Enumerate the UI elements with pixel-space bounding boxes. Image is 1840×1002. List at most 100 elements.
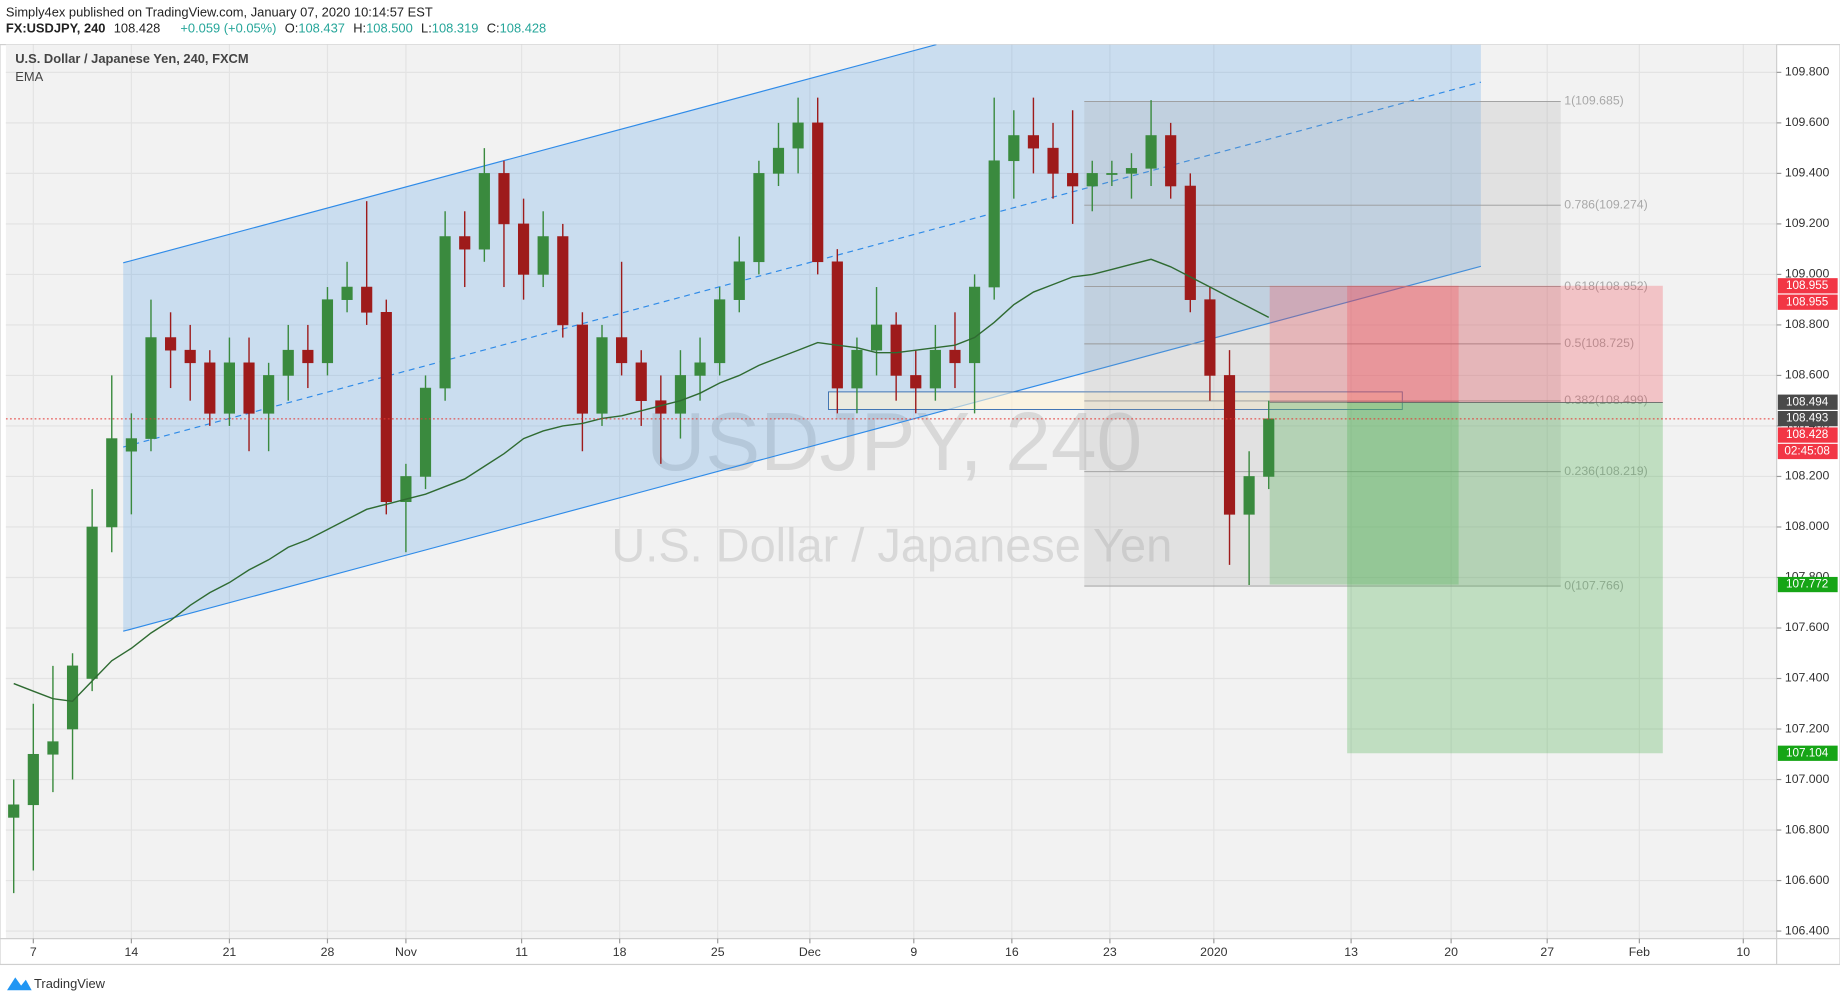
price-badge-label: 02:45:08 xyxy=(1784,445,1830,458)
candle-body xyxy=(1204,299,1216,376)
candle-body xyxy=(1223,375,1236,515)
y-tick-label: 106.600 xyxy=(1785,873,1830,887)
candle-body xyxy=(772,147,785,174)
candle-body xyxy=(419,387,432,477)
candle-body xyxy=(184,349,196,364)
candle-body xyxy=(1106,173,1118,175)
candle-body xyxy=(66,665,79,730)
price-badge-label: 108.494 xyxy=(1786,395,1829,408)
candle-body xyxy=(576,324,588,414)
symbol: FX:USDJPY, 240 xyxy=(6,21,106,36)
price-badge xyxy=(1777,411,1838,427)
ohlc-key: H: xyxy=(353,21,366,36)
y-tick-label: 107.200 xyxy=(1785,721,1830,735)
footer-logo: TradingView xyxy=(7,976,106,991)
candle-body xyxy=(517,223,530,275)
price-badge-label: 108.428 xyxy=(1786,428,1829,441)
price-badge-label: 108.955 xyxy=(1786,279,1829,292)
watermark-group: USDJPY, 240 U.S. Dollar / Japanese Yen xyxy=(611,397,1172,572)
x-tick-label: 7 xyxy=(30,945,37,959)
y-tick-label: 108.800 xyxy=(1785,317,1830,331)
candle-body xyxy=(341,286,353,300)
candle-body xyxy=(125,438,137,452)
brand: TradingView xyxy=(34,976,106,991)
candle-body xyxy=(459,236,471,250)
x-tick-label: 16 xyxy=(1005,945,1019,959)
candle-body xyxy=(714,299,726,364)
candles xyxy=(8,97,1275,894)
candle-body xyxy=(988,160,1000,288)
fib-label: 0.382(108.499) xyxy=(1564,393,1648,407)
ohlc-key: O: xyxy=(285,21,299,36)
candle-body xyxy=(949,349,961,364)
price-badge-label: 108.955 xyxy=(1786,295,1829,308)
y-tick-label: 107.600 xyxy=(1785,620,1830,634)
candle-body xyxy=(635,362,647,401)
price-badge xyxy=(1777,443,1838,460)
y-tick-label: 106.800 xyxy=(1785,822,1830,836)
x-tick-label: 13 xyxy=(1344,945,1358,959)
candle-body xyxy=(145,337,157,439)
y-tick-label: 109.400 xyxy=(1785,166,1830,180)
x-tick-label: Dec xyxy=(799,945,821,959)
fib-retracement: 1(109.685) 0.786(109.274) 0.618(108.952) 0.… xyxy=(1084,94,1648,592)
candle-body xyxy=(674,375,687,414)
ohlc-key: C: xyxy=(487,21,500,36)
candle-body xyxy=(439,236,451,389)
fib-label: 0.618(108.952) xyxy=(1564,279,1648,293)
y-tick-label: 108.000 xyxy=(1785,519,1830,533)
fib-label: 0(107.766) xyxy=(1564,578,1624,592)
fib-label: 0.236(108.219) xyxy=(1564,464,1648,478)
candle-body xyxy=(1243,476,1255,515)
x-tick-label: Nov xyxy=(395,945,418,959)
x-tick-label: Feb xyxy=(1629,945,1650,959)
y-tick-label: 107.000 xyxy=(1785,772,1830,786)
candle-body xyxy=(1086,173,1098,187)
price-badge xyxy=(1777,745,1838,761)
candle-body xyxy=(1047,147,1059,174)
candle-body xyxy=(47,741,59,755)
candle-body xyxy=(1125,168,1138,174)
x-tick-label: 11 xyxy=(515,945,528,959)
candle-body xyxy=(263,375,275,414)
logo-icon xyxy=(7,977,32,991)
candle-body xyxy=(204,362,216,414)
stop-zone xyxy=(1269,285,1459,403)
fib-label: 1(109.685) xyxy=(1564,94,1624,108)
candle-body xyxy=(1067,173,1079,187)
ohlc-value: 108.428 xyxy=(500,21,547,36)
x-tick-label: 18 xyxy=(613,945,627,959)
price-badge xyxy=(1777,394,1838,410)
candle-body xyxy=(1263,418,1275,477)
ema-line xyxy=(13,258,1270,703)
x-tick-label: 25 xyxy=(711,945,725,959)
y-tick-label: 109.000 xyxy=(1785,267,1830,281)
candle-body xyxy=(86,526,98,679)
last-price-text: 108.428 xyxy=(114,21,161,36)
x-tick-label: 14 xyxy=(125,945,139,959)
candle-body xyxy=(302,349,314,364)
overlay xyxy=(5,258,1777,703)
x-tick-label: 10 xyxy=(1736,945,1750,959)
candle-body xyxy=(753,173,765,263)
grid xyxy=(5,44,1777,939)
axes: 106.400 106.600 106.800 107.000 107.200 107.4… xyxy=(30,65,1838,959)
change-text: +0.059 (+0.05%) xyxy=(180,21,276,36)
fib-label: 0.5(108.725) xyxy=(1564,336,1634,350)
candle-body xyxy=(380,312,392,503)
candle-body xyxy=(478,173,490,250)
candle-body xyxy=(890,324,902,376)
x-tick-label: 2020 xyxy=(1200,945,1228,959)
y-tick-label: 108.200 xyxy=(1785,469,1830,483)
candle-body xyxy=(1165,135,1177,187)
x-tick-label: 27 xyxy=(1540,945,1554,959)
candle-body xyxy=(969,286,981,364)
y-tick-label: 109.800 xyxy=(1785,65,1830,79)
y-tick-label: 106.400 xyxy=(1785,923,1830,937)
x-tick-label: 23 xyxy=(1103,945,1117,959)
candle-body xyxy=(8,804,20,818)
candle-body xyxy=(361,286,373,313)
target-zone xyxy=(1269,402,1459,585)
candle-body xyxy=(165,337,177,351)
channel-upper xyxy=(123,44,937,264)
